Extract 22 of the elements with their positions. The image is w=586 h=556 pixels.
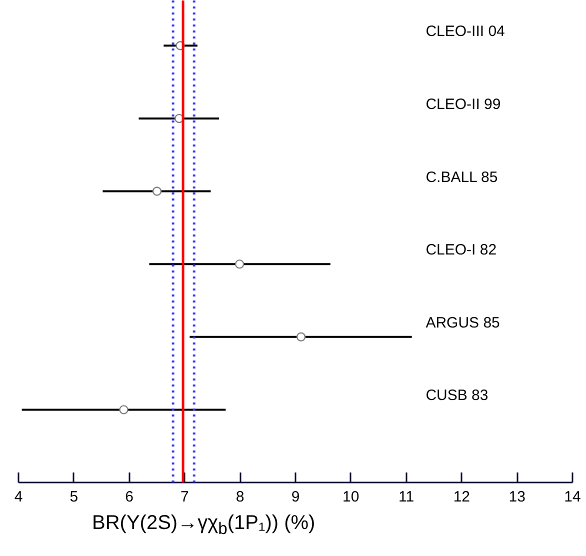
x-tick-label: 13 [508,488,526,506]
x-tick-label: 9 [291,488,300,506]
x-tick-label: 11 [398,488,414,506]
y-tick-label: ARGUS 85 [426,314,500,332]
point [119,405,128,414]
x-tick-label: 14 [564,488,581,506]
y-tick-label: CLEO-II 99 [426,96,501,113]
x-tick-label: 6 [125,488,134,506]
x-tick-label: 10 [342,488,360,506]
y-tick-label: CUSB 83 [426,387,488,404]
x-tick-label: 5 [70,488,78,506]
point [296,332,306,342]
point [152,186,162,196]
x-tick-label: 8 [236,488,244,506]
x-tick-label: 4 [14,488,23,506]
x-axis-title: BR(Υ(2S)→γχ$_{b}$(1P₁)) (%) [92,512,316,540]
point [234,259,244,269]
y-tick-label: C.BALL 85 [426,168,498,186]
x-tick-label: 7 [180,488,189,506]
x-tick-label: 12 [453,488,470,506]
y-tick-label: CLEO-III 04 [426,23,505,40]
y-tick-label: CLEO-I 82 [426,242,497,259]
